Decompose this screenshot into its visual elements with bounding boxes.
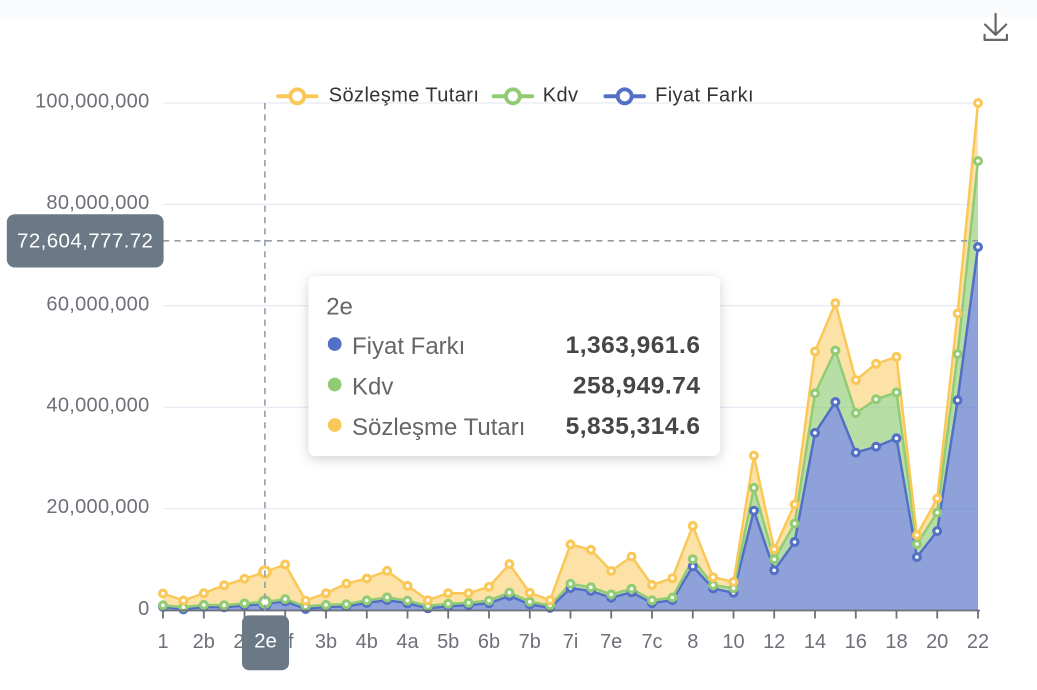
svg-text:Sözleşme Tutarı: Sözleşme Tutarı <box>352 414 525 441</box>
svg-text:6b: 6b <box>478 631 500 653</box>
svg-text:8: 8 <box>687 631 698 653</box>
svg-text:22: 22 <box>967 631 989 653</box>
svg-text:7i: 7i <box>563 631 579 653</box>
svg-text:Fiyat Farkı: Fiyat Farkı <box>655 85 754 107</box>
svg-text:1: 1 <box>157 631 168 653</box>
svg-text:12: 12 <box>763 631 785 653</box>
svg-text:7b: 7b <box>519 631 541 653</box>
svg-text:5,835,314.6: 5,835,314.6 <box>566 413 701 440</box>
svg-text:80,000,000: 80,000,000 <box>46 192 149 214</box>
svg-text:1,363,961.6: 1,363,961.6 <box>566 332 701 359</box>
svg-text:Kdv: Kdv <box>352 374 393 401</box>
svg-text:2e: 2e <box>254 630 277 653</box>
svg-text:Kdv: Kdv <box>543 85 579 107</box>
svg-text:20,000,000: 20,000,000 <box>46 496 149 518</box>
svg-text:258,949.74: 258,949.74 <box>573 373 701 400</box>
svg-text:7c: 7c <box>641 631 662 653</box>
svg-text:100,000,000: 100,000,000 <box>35 91 150 113</box>
svg-text:14: 14 <box>804 631 826 653</box>
svg-text:4b: 4b <box>356 631 378 653</box>
svg-text:18: 18 <box>885 631 907 653</box>
svg-text:72,604,777.72: 72,604,777.72 <box>17 230 153 253</box>
svg-text:60,000,000: 60,000,000 <box>46 293 149 315</box>
svg-text:16: 16 <box>845 631 867 653</box>
svg-text:4a: 4a <box>396 631 419 653</box>
svg-text:3b: 3b <box>315 631 337 653</box>
svg-text:Sözleşme Tutarı: Sözleşme Tutarı <box>329 85 480 107</box>
svg-text:2e: 2e <box>326 294 353 321</box>
svg-text:2b: 2b <box>193 631 215 653</box>
svg-text:10: 10 <box>722 631 744 653</box>
svg-text:5b: 5b <box>437 631 459 653</box>
svg-text:0: 0 <box>138 598 149 620</box>
svg-text:Fiyat Farkı: Fiyat Farkı <box>352 333 465 360</box>
svg-text:7e: 7e <box>600 631 622 653</box>
svg-text:40,000,000: 40,000,000 <box>46 395 149 417</box>
svg-text:20: 20 <box>926 631 948 653</box>
